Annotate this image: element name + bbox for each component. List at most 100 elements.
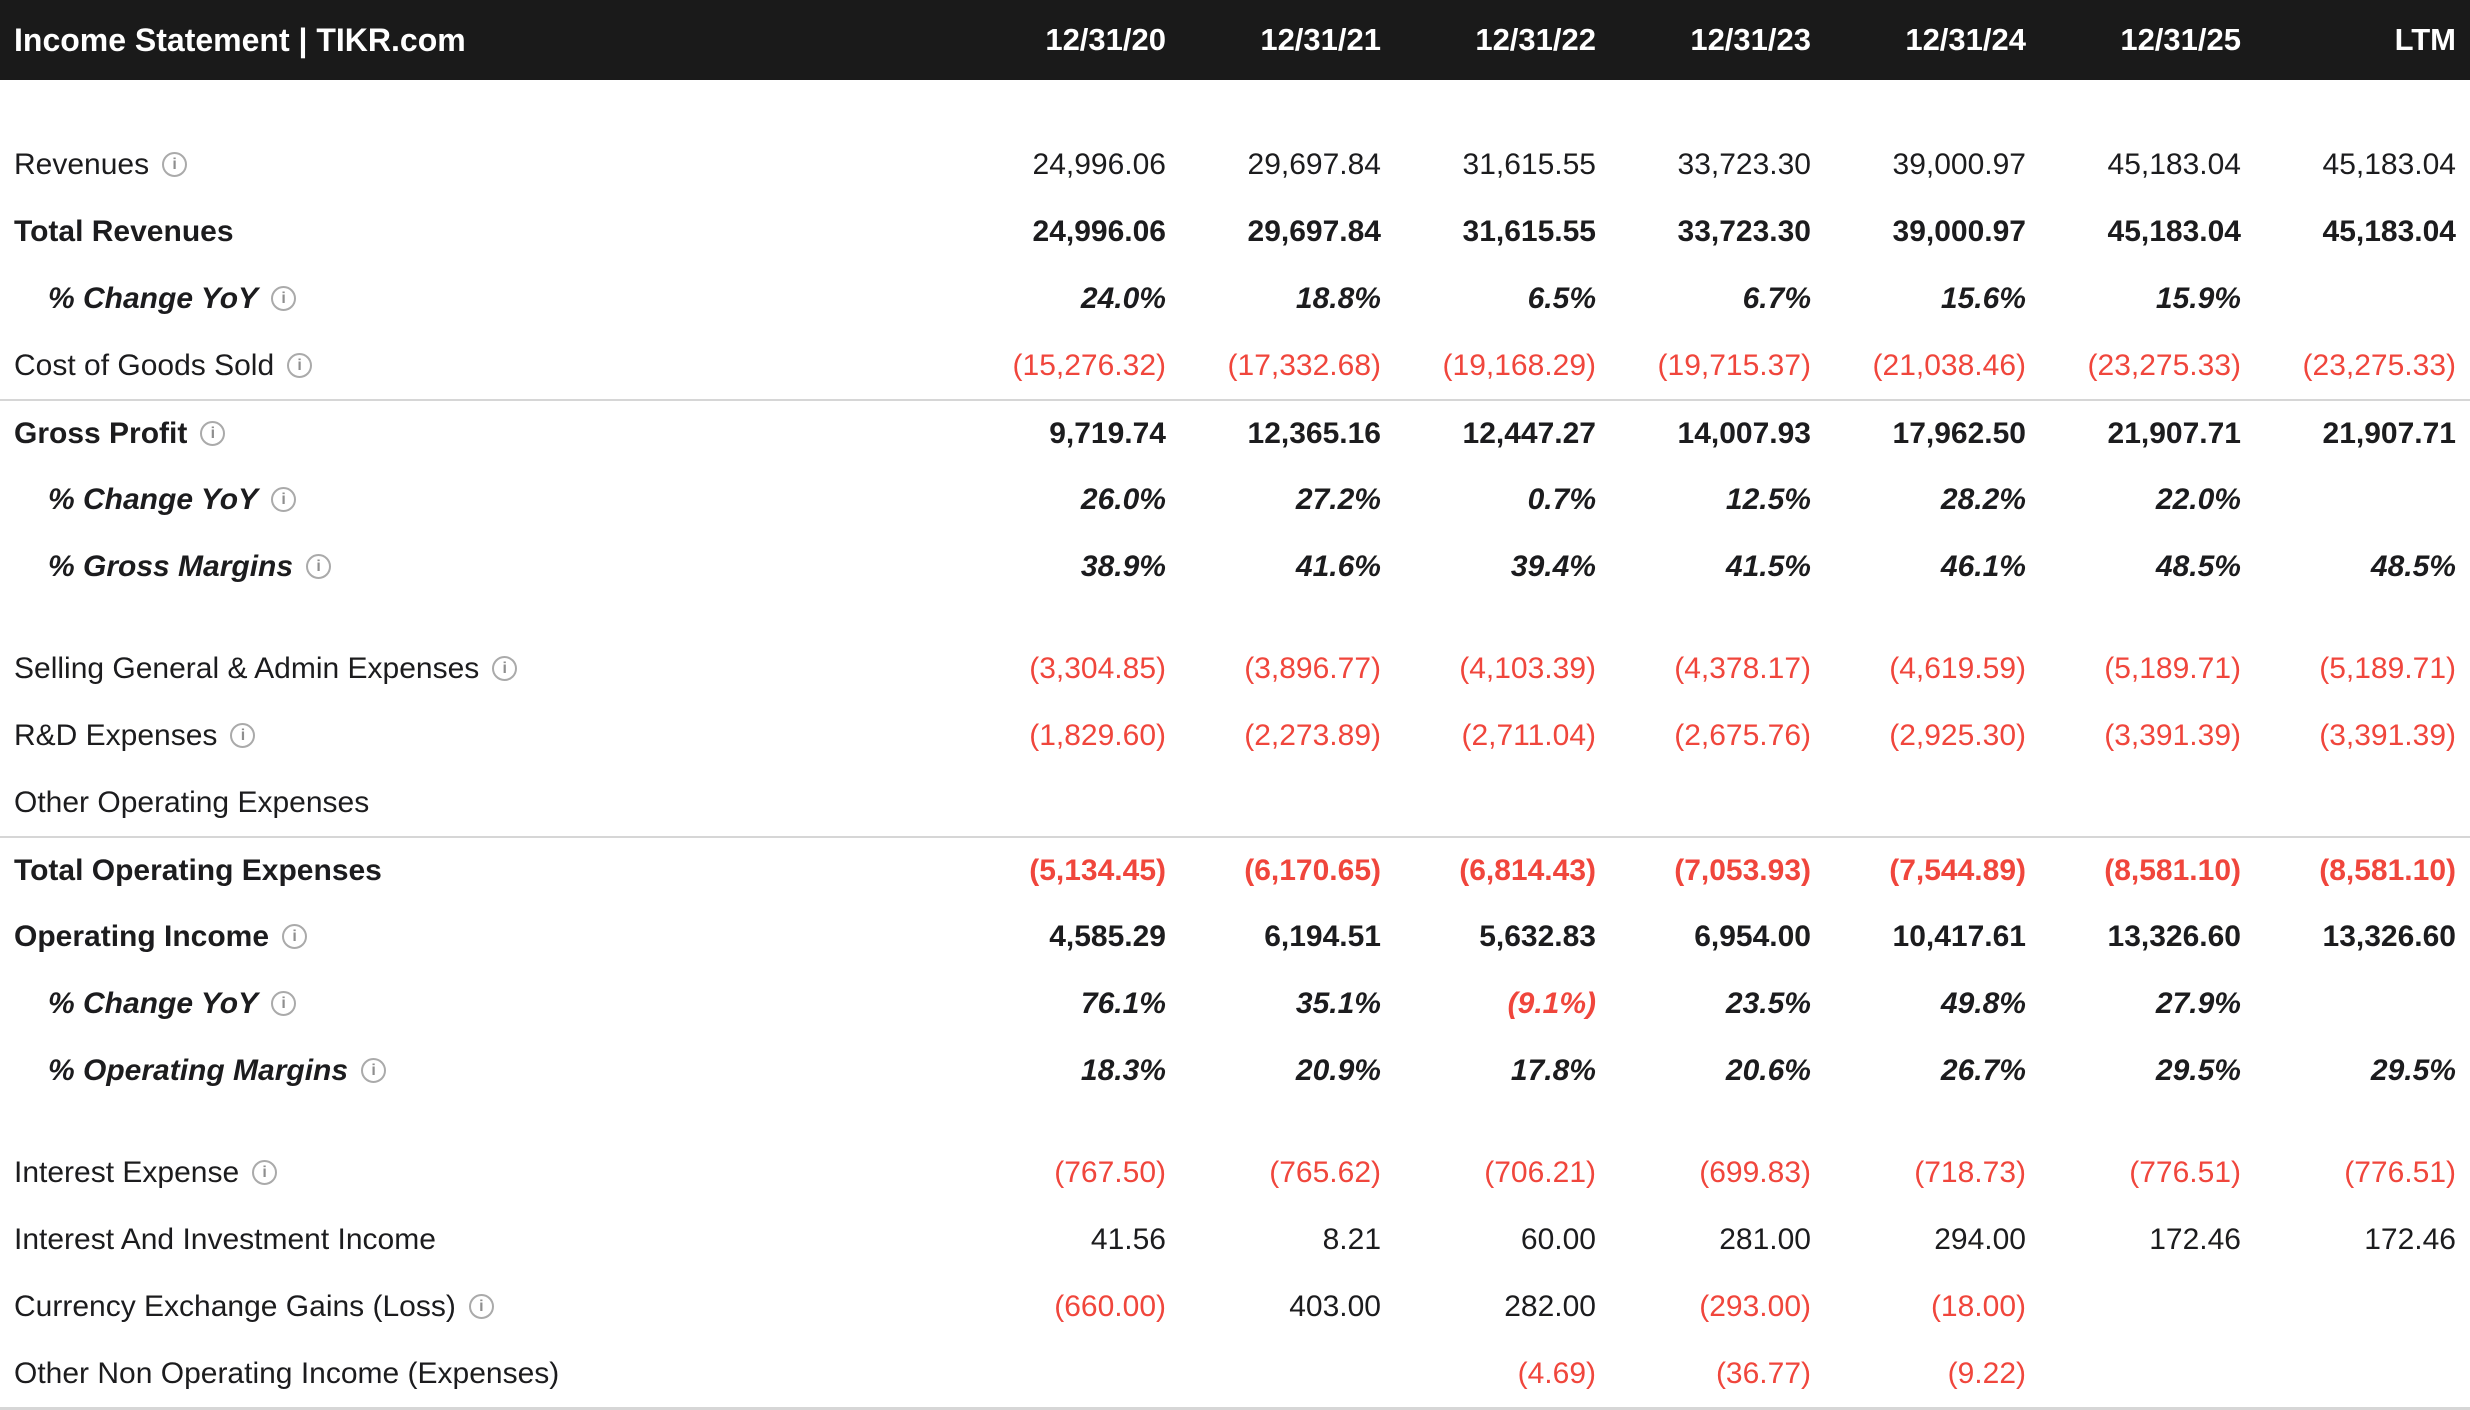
row-label-text: Cost of Goods Sold — [14, 348, 275, 382]
info-icon[interactable]: i — [230, 723, 256, 748]
cell-value: (699.83) — [1699, 1155, 1811, 1189]
row-label: % Change YoY i — [0, 987, 951, 1021]
cell-value: 15.9% — [2155, 281, 2241, 315]
cell-value: 26.7% — [1940, 1053, 2026, 1087]
row-label: R&D Expenses i — [0, 719, 951, 753]
cell-value: (3,391.39) — [2319, 718, 2456, 752]
cell-value: (8,581.10) — [2104, 853, 2241, 887]
cell-value: (767.50) — [1054, 1155, 1166, 1189]
cell-value: 41.56 — [1090, 1222, 1166, 1256]
table-row: R&D Expenses i (1,829.60) (2,273.89) (2,711.… — [0, 702, 2470, 769]
table-row: Gross Profit i 9,719.74 12,365.16 12,447.27 1… — [0, 399, 2470, 466]
cell-value: (15,276.32) — [1012, 348, 1166, 382]
info-icon[interactable]: i — [468, 1294, 494, 1319]
cell-value: (2,711.04) — [1461, 718, 1596, 752]
table-row: Operating Income i 4,585.29 6,194.51 5,632.8… — [0, 903, 2470, 970]
cell-value: 33,723.30 — [1677, 147, 1811, 181]
cell-value: 18.8% — [1295, 281, 1381, 315]
cell-value: 39.4% — [1510, 549, 1596, 583]
info-icon[interactable]: i — [306, 554, 332, 579]
cell-value: 24,996.06 — [1032, 214, 1166, 248]
cell-value: (7,053.93) — [1674, 853, 1811, 887]
cell-value: (3,896.77) — [1244, 651, 1381, 685]
cell-value: (706.21) — [1484, 1155, 1596, 1189]
cell-value: 22.0% — [2155, 482, 2241, 516]
cell-value: 13,326.60 — [2322, 919, 2456, 953]
cell-value: 12,447.27 — [1462, 416, 1596, 450]
cell-value: 14,007.93 — [1677, 416, 1811, 450]
row-label: % Operating Margins i — [0, 1054, 951, 1088]
info-icon[interactable]: i — [162, 152, 188, 177]
row-label: Other Non Operating Income (Expenses) — [0, 1357, 951, 1391]
column-header: 12/31/21 — [1260, 22, 1381, 57]
cell-value: 60.00 — [1520, 1222, 1596, 1256]
cell-value: 31,615.55 — [1462, 214, 1596, 248]
cell-value: (2,675.76) — [1674, 718, 1811, 752]
cell-value: 13,326.60 — [2107, 919, 2241, 953]
row-label-text: Other Operating Expenses — [14, 785, 370, 819]
table-row: Total Revenues 24,996.06 29,697.84 31,615.5… — [0, 198, 2470, 265]
table-row: Other Operating Expenses — [0, 769, 2470, 836]
cell-value: (4,619.59) — [1889, 651, 2026, 685]
info-icon[interactable]: i — [200, 421, 226, 446]
cell-value: 282.00 — [1504, 1289, 1596, 1323]
cell-value: (36.77) — [1715, 1356, 1811, 1390]
info-icon[interactable]: i — [252, 1160, 278, 1185]
row-label-text: Interest And Investment Income — [14, 1222, 436, 1256]
cell-value: (3,391.39) — [2104, 718, 2241, 752]
cell-value: 76.1% — [1080, 986, 1166, 1020]
table-body: Revenues i 24,996.06 29,697.84 31,615.55 33,7… — [0, 80, 2470, 1407]
row-label-text: Currency Exchange Gains (Loss) — [14, 1289, 456, 1323]
row-label-text: % Operating Margins — [48, 1053, 349, 1087]
cell-value: 17,962.50 — [1892, 416, 2026, 450]
row-label: Other Operating Expenses — [0, 786, 951, 820]
table-row: Selling General & Admin Expenses i (3,304.… — [0, 635, 2470, 702]
cell-value: 172.46 — [2149, 1222, 2241, 1256]
cell-value: 6.5% — [1527, 281, 1596, 315]
cell-value: (776.51) — [2129, 1155, 2241, 1189]
cell-value: (2,273.89) — [1244, 718, 1381, 752]
cell-value: 20.6% — [1725, 1053, 1811, 1087]
row-spacer — [0, 600, 2470, 635]
cell-value: 20.9% — [1295, 1053, 1381, 1087]
cell-value: 12,365.16 — [1247, 416, 1381, 450]
info-icon[interactable]: i — [271, 286, 297, 311]
column-header: 12/31/24 — [1905, 22, 2026, 57]
cell-value: 281.00 — [1719, 1222, 1811, 1256]
cell-value: (21,038.46) — [1872, 348, 2026, 382]
cell-value: 29,697.84 — [1247, 214, 1381, 248]
cell-value: 0.7% — [1527, 482, 1596, 516]
cell-value: 172.46 — [2364, 1222, 2456, 1256]
cell-value: (4,378.17) — [1674, 651, 1811, 685]
cell-value: 8.21 — [1322, 1222, 1381, 1256]
cell-value: 41.5% — [1725, 549, 1811, 583]
info-icon[interactable]: i — [361, 1058, 387, 1083]
table-row: Interest Expense i (767.50) (765.62) (706.21… — [0, 1139, 2470, 1206]
row-label-text: Interest Expense — [14, 1155, 240, 1189]
cell-value: 15.6% — [1940, 281, 2026, 315]
cell-value: (9.22) — [1947, 1356, 2026, 1390]
cell-value: 12.5% — [1725, 482, 1811, 516]
info-icon[interactable]: i — [271, 487, 297, 512]
cell-value: 39,000.97 — [1892, 147, 2026, 181]
row-label: Total Revenues — [0, 215, 951, 249]
row-label-text: Total Operating Expenses — [14, 853, 382, 887]
row-label: % Gross Margins i — [0, 550, 951, 584]
cell-value: 24.0% — [1080, 281, 1166, 315]
info-icon[interactable]: i — [287, 353, 313, 378]
column-header: 12/31/20 — [1045, 22, 1166, 57]
cell-value: 28.2% — [1940, 482, 2026, 516]
row-label: Cost of Goods Sold i — [0, 349, 951, 383]
cell-value: (6,170.65) — [1244, 853, 1381, 887]
info-icon[interactable]: i — [282, 924, 308, 949]
row-label: Interest And Investment Income — [0, 1223, 951, 1257]
cell-value: (660.00) — [1054, 1289, 1166, 1323]
cell-value: 6,194.51 — [1264, 919, 1381, 953]
info-icon[interactable]: i — [492, 656, 518, 681]
row-label: Total Operating Expenses — [0, 854, 951, 888]
info-icon[interactable]: i — [271, 991, 297, 1016]
cell-value: 29.5% — [2370, 1053, 2456, 1087]
table-row: Other Non Operating Income (Expenses) (4.… — [0, 1340, 2470, 1407]
row-label: Revenues i — [0, 148, 951, 182]
